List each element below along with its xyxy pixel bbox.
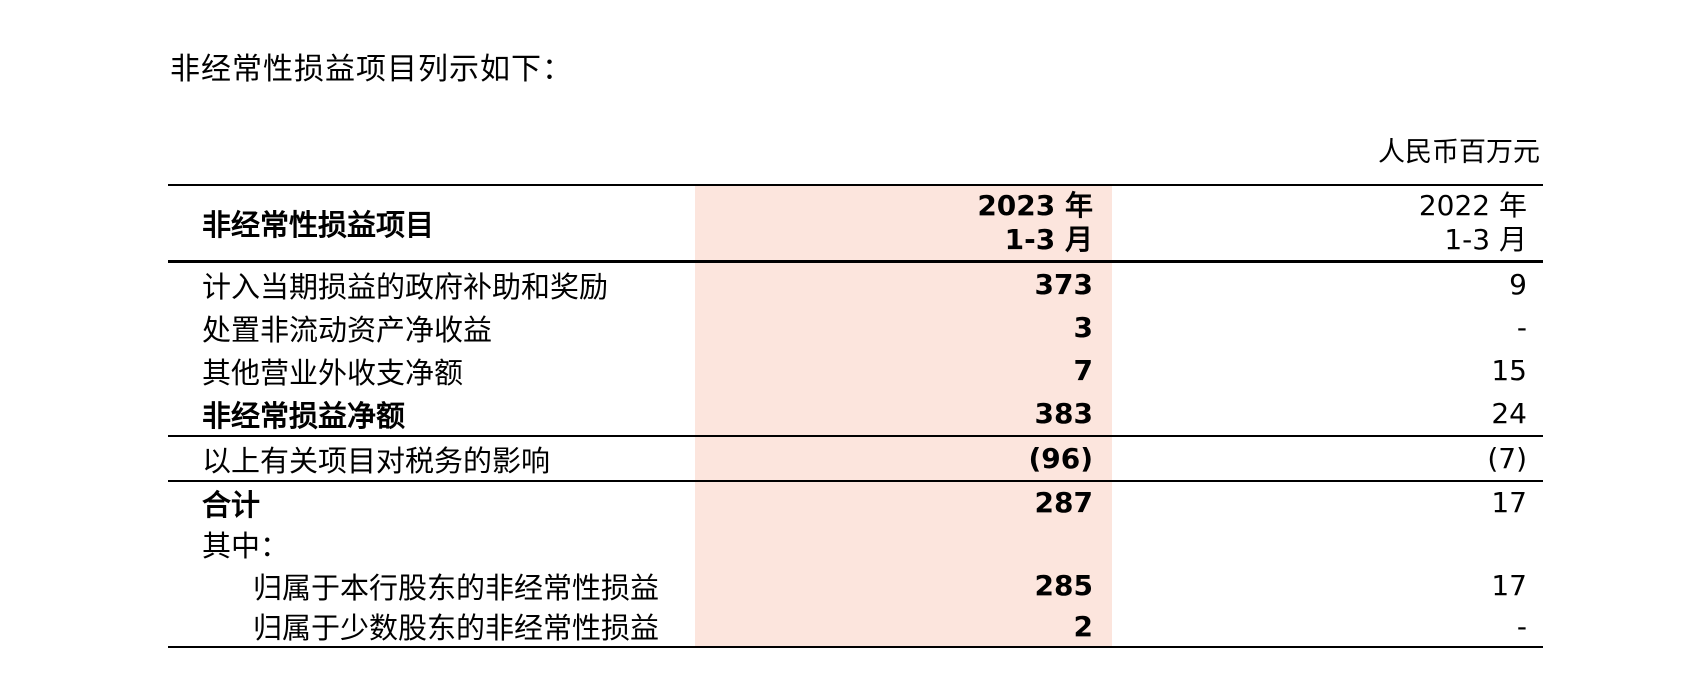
value-2023: 287 (1034, 486, 1093, 519)
table-row-subtotal: 非经常损益净额 383 24 (168, 392, 1543, 437)
row-label: 计入当期损益的政府补助和奖励 (202, 271, 609, 304)
value-2022: 17 (1491, 486, 1527, 519)
value-2023: 373 (1034, 268, 1093, 301)
non-recurring-items-table: 非经常性损益项目 2023 年 1-3 月 2022 年 1-3 月 计入当期损… (168, 184, 1543, 648)
value-2022: - (1516, 311, 1527, 344)
value-2023: 383 (1034, 397, 1093, 430)
header-item-column: 非经常性损益项目 (202, 210, 435, 242)
header-2023-column: 2023 年 1-3 月 (695, 189, 1112, 257)
row-label: 非经常损益净额 (202, 400, 406, 433)
value-2022: 15 (1491, 354, 1527, 387)
header-2023-period: 1-3 月 (1004, 223, 1093, 256)
table-row-total: 合计 287 17 (168, 482, 1543, 523)
value-2023: (96) (1028, 442, 1093, 475)
table-row-tax-effect: 以上有关项目对税务的影响 (96) (7) (168, 437, 1543, 482)
table-row: 计入当期损益的政府补助和奖励 373 9 (168, 263, 1543, 306)
value-2023: 285 (1034, 569, 1093, 602)
row-label: 以上有关项目对税务的影响 (202, 445, 551, 478)
page-title: 非经常性损益项目列示如下： (170, 53, 573, 86)
row-label: 处置非流动资产净收益 (202, 314, 493, 347)
value-2022: 9 (1509, 268, 1527, 301)
value-2022: 24 (1491, 397, 1527, 430)
header-2022-column: 2022 年 1-3 月 (1112, 189, 1543, 257)
currency-unit-label: 人民币百万元 (1378, 137, 1540, 167)
table-row: 归属于少数股东的非经常性损益 2 - (168, 606, 1543, 648)
table-row: 其他营业外收支净额 7 15 (168, 349, 1543, 392)
value-2023: 3 (1073, 311, 1093, 344)
value-2023: 2 (1073, 609, 1093, 643)
row-label: 其他营业外收支净额 (202, 357, 464, 390)
header-2023-year: 2023 年 (977, 189, 1093, 222)
row-label: 合计 (202, 489, 261, 522)
row-label: 归属于本行股东的非经常性损益 (253, 572, 660, 605)
value-2022: (7) (1487, 442, 1527, 475)
value-2023: 7 (1073, 354, 1093, 387)
table-row: 归属于本行股东的非经常性损益 285 17 (168, 565, 1543, 606)
header-2022-period: 1-3 月 (1444, 223, 1527, 256)
row-label: 归属于少数股东的非经常性损益 (253, 613, 660, 645)
value-2022: 17 (1491, 569, 1527, 602)
table-header-row: 非经常性损益项目 2023 年 1-3 月 2022 年 1-3 月 (168, 184, 1543, 263)
value-2022: - (1516, 609, 1527, 643)
header-2022-year: 2022 年 (1418, 189, 1527, 222)
row-label: 其中： (202, 531, 290, 563)
table-row: 处置非流动资产净收益 3 - (168, 306, 1543, 349)
table-row-of-which: 其中： (168, 523, 1543, 565)
